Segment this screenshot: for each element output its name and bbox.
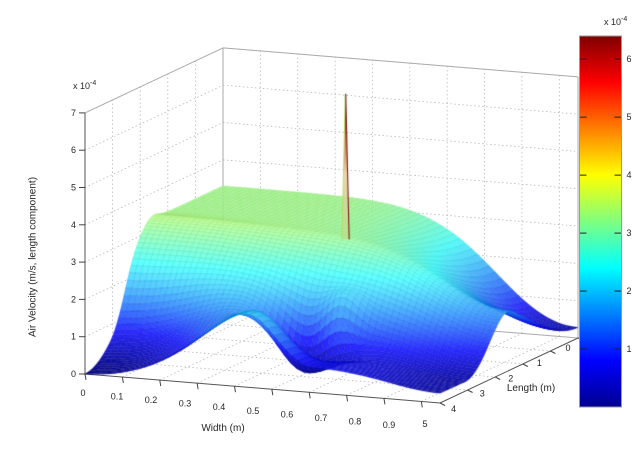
z-exponent-power: -4 — [90, 80, 97, 87]
x-axis-label: Width (m) — [201, 423, 245, 434]
colorbar-exponent: x 10-4 — [604, 16, 627, 27]
z-exponent-mantissa: x 10 — [73, 81, 91, 91]
colorbar-exponent-power: -4 — [621, 16, 628, 23]
z-axis-label: Air Velocity (m/s, length component) — [27, 176, 39, 338]
z-axis-exponent: x 10-4 — [73, 80, 96, 91]
colorbar-exponent-mantissa: x 10 — [604, 17, 622, 27]
y-axis-label: Length (m) — [506, 383, 556, 394]
